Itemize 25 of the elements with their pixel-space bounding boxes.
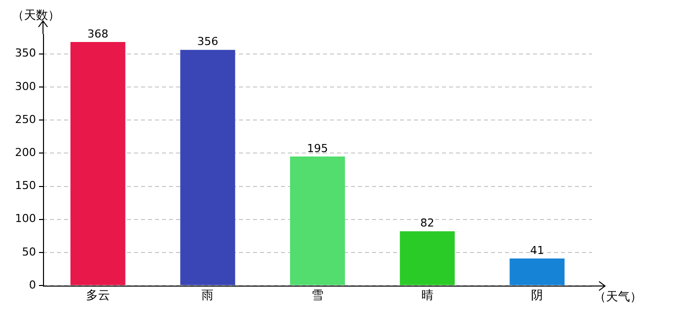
x-tick-label: 多云	[86, 288, 110, 302]
x-axis-title: （天气）	[594, 290, 642, 304]
data-label: 82	[420, 216, 434, 230]
x-tick-label: 晴	[421, 288, 434, 302]
x-tick-label: 阴	[531, 288, 544, 302]
data-label: 41	[530, 244, 544, 257]
bar	[180, 50, 236, 286]
y-axis-title: （天数）	[12, 8, 60, 22]
y-tick-label: 0	[28, 278, 36, 292]
x-tick-label: 雨	[202, 288, 214, 302]
y-tick-label: 50	[22, 245, 36, 258]
bar	[70, 42, 126, 286]
data-label: 368	[87, 27, 108, 40]
bar	[290, 156, 345, 286]
y-tick-label: 200	[14, 146, 36, 160]
data-label: 195	[307, 142, 328, 155]
data-label: 356	[197, 35, 218, 48]
y-tick-label: 150	[14, 179, 36, 192]
y-tick-label: 100	[14, 212, 36, 226]
x-tick-label: 雪	[312, 288, 324, 302]
bar	[510, 258, 565, 286]
bar	[400, 231, 455, 286]
y-tick-label: 300	[14, 80, 36, 93]
y-tick-label: 250	[14, 112, 36, 126]
y-tick-label: 350	[14, 46, 36, 60]
